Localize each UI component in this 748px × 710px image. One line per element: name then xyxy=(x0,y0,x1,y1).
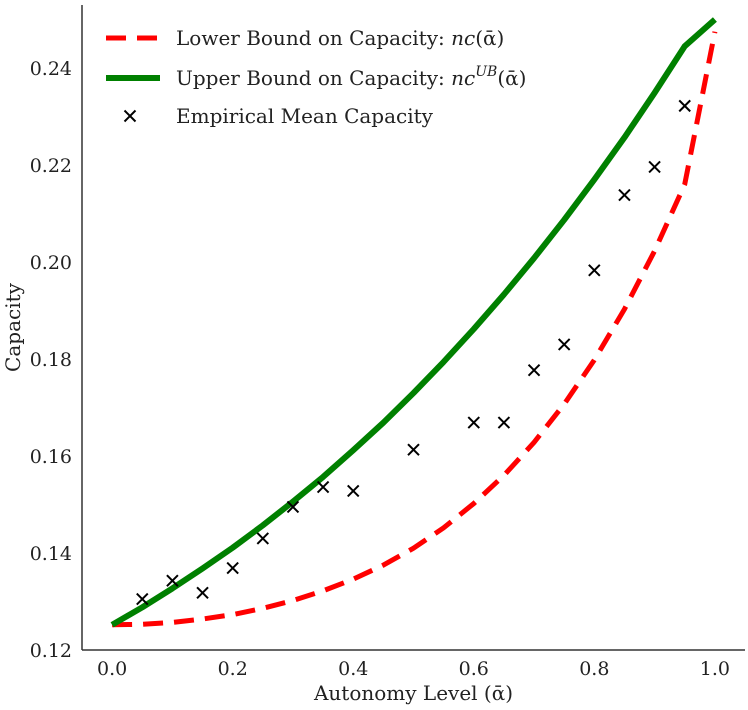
empirical-point xyxy=(588,264,601,277)
legend-label: Lower Bound on Capacity: nc(ᾱ) xyxy=(176,26,504,50)
empirical-point xyxy=(618,188,631,202)
upper-bound-line xyxy=(110,17,717,628)
axes xyxy=(81,5,745,651)
empirical-point xyxy=(347,484,360,498)
x-tick-label: 0.4 xyxy=(338,658,368,680)
y-tick-label: 0.12 xyxy=(30,640,72,662)
x-tick-label: 1.0 xyxy=(700,658,730,680)
empirical-point xyxy=(136,592,149,606)
legend-label: Upper Bound on Capacity: ncUB(ᾱ) xyxy=(176,64,526,90)
empirical-point xyxy=(467,416,480,429)
y-tick-label: 0.24 xyxy=(30,58,72,80)
empirical-point xyxy=(166,574,179,587)
empirical-point xyxy=(286,500,300,514)
empirical-point xyxy=(226,561,239,575)
x-tick-label: 0.6 xyxy=(459,658,489,680)
x-tick-label: 0.0 xyxy=(97,658,127,680)
x-tick-label: 0.2 xyxy=(218,658,248,680)
y-tick-label: 0.14 xyxy=(30,543,72,565)
legend-label: Empirical Mean Capacity xyxy=(176,104,434,128)
x-ticks: 0.0 0.2 0.4 0.6 0.8 1.0 xyxy=(97,658,730,680)
y-axis-label: Capacity xyxy=(1,282,25,372)
empirical-points xyxy=(136,99,691,606)
empirical-point xyxy=(527,363,541,377)
y-tick-label: 0.16 xyxy=(30,446,72,468)
legend-empirical-swatch xyxy=(123,109,137,123)
empirical-point xyxy=(256,532,270,545)
y-tick-label: 0.20 xyxy=(30,252,72,274)
empirical-point xyxy=(497,416,511,429)
series-layer xyxy=(110,17,718,628)
empirical-point xyxy=(557,338,571,351)
empirical-point xyxy=(196,586,209,599)
y-tick-label: 0.18 xyxy=(30,349,72,371)
empirical-point xyxy=(407,443,420,456)
empirical-point xyxy=(648,160,661,174)
x-axis-label: Autonomy Level (ᾱ) xyxy=(313,681,513,705)
empirical-point xyxy=(678,99,691,113)
x-tick-label: 0.8 xyxy=(579,658,609,680)
lower-bound-line xyxy=(112,31,718,628)
legend: Lower Bound on Capacity: nc(ᾱ) Upper Boun… xyxy=(106,26,526,128)
y-tick-label: 0.22 xyxy=(30,155,72,177)
empirical-point xyxy=(316,480,330,494)
y-ticks: 0.12 0.14 0.16 0.18 0.20 0.22 0.24 xyxy=(30,58,72,662)
